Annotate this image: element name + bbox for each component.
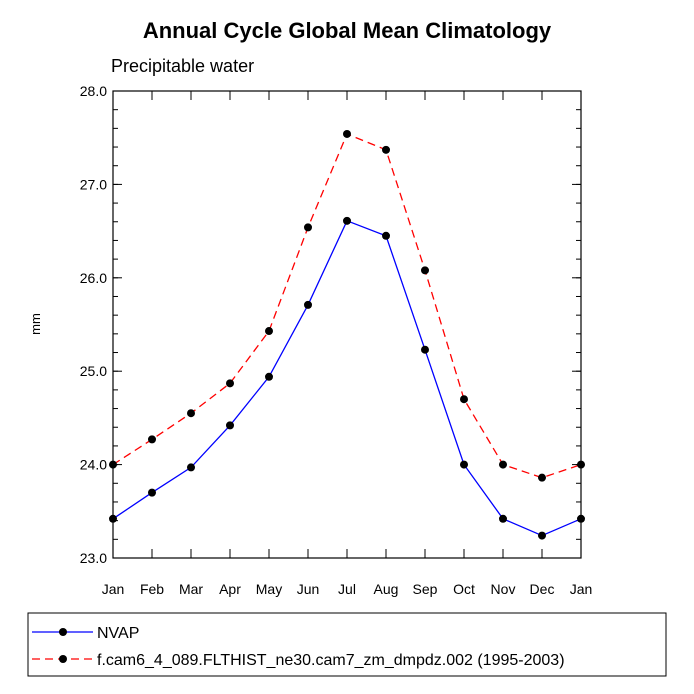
data-point	[265, 372, 273, 381]
data-point	[499, 514, 507, 523]
x-tick-label: Sep	[413, 581, 438, 597]
data-point	[187, 463, 195, 472]
data-point	[460, 460, 468, 469]
y-tick-label: 26.0	[80, 270, 107, 286]
x-tick-label: Jan	[570, 581, 593, 597]
chart-title: Annual Cycle Global Mean Climatology	[143, 18, 552, 43]
y-tick-label: 27.0	[80, 176, 107, 192]
data-point	[148, 435, 156, 444]
data-point	[343, 129, 351, 138]
data-point	[226, 421, 234, 430]
y-tick-label: 24.0	[80, 457, 107, 473]
x-tick-label: Aug	[374, 581, 399, 597]
x-tick-label: Mar	[179, 581, 203, 597]
y-tick-label: 28.0	[80, 83, 107, 99]
series-line-1	[112, 219, 582, 537]
series-layer	[109, 129, 585, 540]
series-line-2	[112, 133, 582, 479]
x-tick-label: Jan	[102, 581, 125, 597]
data-point	[382, 231, 390, 240]
data-point	[460, 395, 468, 404]
data-point	[304, 223, 312, 232]
chart-subtitle: Precipitable water	[111, 56, 254, 76]
data-point	[304, 300, 312, 309]
x-tick-label: Feb	[140, 581, 164, 597]
axis-ticks: 23.0 24.0 25.0 26.0 27.0 28.0 Jan Feb Mar Apr May J…	[80, 83, 593, 597]
data-point	[148, 488, 156, 497]
x-tick-label: Jul	[338, 581, 356, 597]
legend: NVAP f.cam6_4_089.FLTHIST_ne30.cam7_zm_dm…	[32, 625, 565, 669]
data-point	[538, 531, 546, 540]
y-tick-label: 25.0	[80, 363, 107, 379]
x-tick-label: May	[256, 581, 282, 597]
plot-frame	[112, 90, 582, 559]
data-point	[109, 514, 117, 523]
y-tick-label: 23.0	[80, 550, 107, 566]
data-point	[538, 473, 546, 482]
x-tick-label: Jun	[297, 581, 320, 597]
data-point	[109, 460, 117, 469]
x-tick-label: Dec	[530, 581, 555, 597]
data-point	[421, 345, 429, 354]
data-point	[499, 460, 507, 469]
legend-marker-2	[59, 655, 67, 663]
data-point	[421, 266, 429, 275]
data-point	[577, 460, 585, 469]
data-point	[265, 327, 273, 336]
x-tick-label: Apr	[219, 581, 241, 597]
legend-label-2: f.cam6_4_089.FLTHIST_ne30.cam7_zm_dmpdz.…	[97, 652, 565, 669]
y-axis-label: mm	[28, 313, 43, 335]
data-point	[382, 145, 390, 154]
legend-marker-1	[59, 628, 67, 636]
x-tick-label: Oct	[453, 581, 475, 597]
x-tick-label: Nov	[491, 581, 516, 597]
data-point	[226, 379, 234, 388]
data-point	[577, 514, 585, 523]
legend-label-1: NVAP	[97, 625, 139, 642]
legend-box	[27, 612, 667, 677]
data-point	[187, 409, 195, 418]
data-point	[343, 216, 351, 225]
